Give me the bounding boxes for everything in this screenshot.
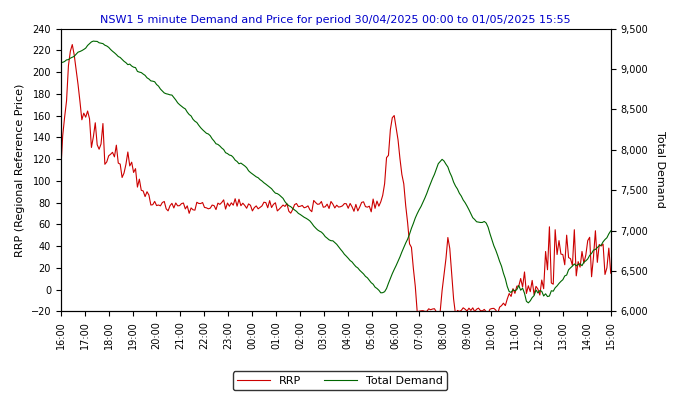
RRP: [532, 284, 540, 289]
Total Demand: [545, 294, 554, 298]
RRP: [337, 204, 345, 209]
Legend: RRP, Total Demand: RRP, Total Demand: [233, 372, 447, 390]
Total Demand: [562, 273, 571, 278]
RRP: [522, 291, 530, 296]
Line: Total Demand: Total Demand: [61, 41, 611, 303]
RRP: [107, 152, 115, 157]
RRP: [545, 224, 554, 229]
Total Demand: [107, 47, 115, 52]
Total Demand: [337, 247, 345, 252]
Total Demand: [89, 39, 97, 44]
RRP: [452, 312, 460, 317]
Y-axis label: Total Demand: Total Demand: [655, 132, 665, 208]
Total Demand: [520, 291, 528, 296]
Title: NSW1 5 minute Demand and Price for period 30/04/2025 00:00 to 01/05/2025 15:55: NSW1 5 minute Demand and Price for perio…: [101, 15, 571, 25]
Total Demand: [56, 60, 65, 64]
RRP: [607, 271, 615, 276]
RRP: [56, 168, 65, 173]
Total Demand: [607, 228, 615, 233]
Total Demand: [524, 300, 532, 305]
RRP: [68, 42, 76, 47]
RRP: [562, 233, 571, 238]
Y-axis label: RRP (Regional Reference Price): RRP (Regional Reference Price): [15, 83, 25, 257]
Line: RRP: RRP: [61, 44, 611, 314]
Total Demand: [532, 288, 540, 292]
